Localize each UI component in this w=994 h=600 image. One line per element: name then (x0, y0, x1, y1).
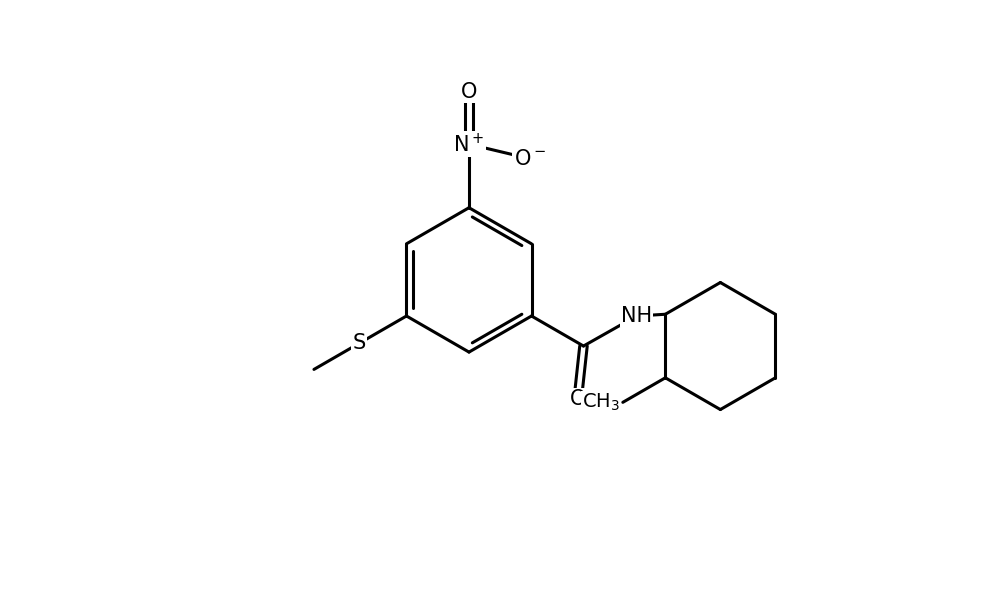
Text: O$^-$: O$^-$ (514, 149, 546, 169)
Text: CH$_3$: CH$_3$ (581, 392, 620, 413)
Text: S: S (352, 334, 366, 353)
Text: O: O (461, 82, 477, 102)
Text: N$^+$: N$^+$ (453, 133, 485, 156)
Text: NH: NH (621, 306, 652, 326)
Text: O: O (570, 389, 585, 409)
